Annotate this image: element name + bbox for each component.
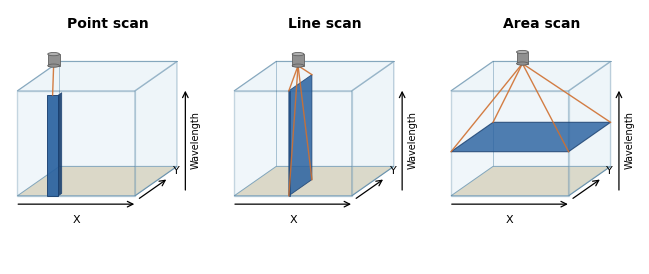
Polygon shape [451, 166, 611, 196]
Text: X: X [506, 215, 513, 225]
Polygon shape [58, 93, 62, 196]
Title: Point scan: Point scan [67, 17, 149, 31]
Polygon shape [47, 95, 58, 196]
Title: Area scan: Area scan [502, 17, 580, 31]
Polygon shape [234, 61, 394, 91]
Ellipse shape [292, 64, 304, 67]
Title: Line scan: Line scan [288, 17, 361, 31]
Polygon shape [18, 61, 177, 91]
Text: Wavelength: Wavelength [624, 111, 634, 169]
Polygon shape [289, 75, 312, 196]
Ellipse shape [517, 62, 528, 65]
Text: Y: Y [173, 166, 180, 176]
Ellipse shape [292, 53, 304, 56]
Polygon shape [18, 91, 135, 196]
Polygon shape [135, 61, 177, 196]
Polygon shape [289, 91, 290, 196]
Ellipse shape [48, 64, 60, 67]
Text: Wavelength: Wavelength [408, 111, 417, 169]
Polygon shape [451, 122, 611, 152]
Text: Wavelength: Wavelength [191, 111, 201, 169]
Ellipse shape [517, 50, 528, 54]
Bar [48, 54, 60, 66]
Bar [292, 54, 304, 66]
Polygon shape [451, 91, 569, 196]
Text: X: X [73, 215, 80, 225]
Text: X: X [289, 215, 297, 225]
Polygon shape [569, 61, 611, 196]
Text: Y: Y [606, 166, 613, 176]
Polygon shape [352, 61, 394, 196]
Polygon shape [234, 91, 352, 196]
Ellipse shape [48, 53, 60, 56]
Polygon shape [451, 61, 611, 91]
Text: Y: Y [389, 166, 397, 176]
Polygon shape [234, 166, 394, 196]
Bar [517, 52, 528, 64]
Polygon shape [18, 166, 177, 196]
